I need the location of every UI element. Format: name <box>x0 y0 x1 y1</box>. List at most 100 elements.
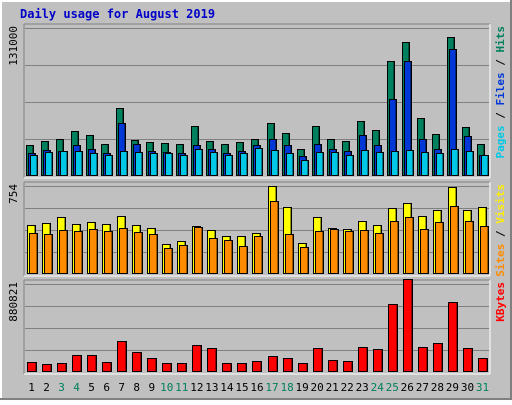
kbytes-panel-bar-kbytes-6-fill <box>102 362 112 372</box>
hits-panel-bar-files-25-fill <box>389 99 397 176</box>
x-tick-label-22: 22 <box>341 381 354 394</box>
kbytes-panel-bar-kbytes-8-shadow <box>140 353 141 371</box>
kbytes-panel-bar-kbytes-30-fill <box>463 348 473 372</box>
visits-panel-bar-sites-21-outline <box>330 229 339 274</box>
visits-panel-bar-sites-31-fill <box>480 226 489 274</box>
visits-panel-bar-sites-29-shadow <box>457 207 458 273</box>
visits-panel-max-label: 754 <box>7 184 20 204</box>
visits-panel-bar-sites-23-shadow <box>367 231 368 273</box>
x-axis-labels: 1 2 3 4 5 6 7 8 9 10 11 12 13 14 15 16 17 18 19 20 21 22 23 24 2… <box>28 381 489 394</box>
visits-panel-bar-sites-23 <box>360 230 369 274</box>
kbytes-panel-bar-kbytes-26 <box>403 279 413 372</box>
kbytes-panel-bar-kbytes-1 <box>27 362 37 372</box>
hits-panel-bar-pages-30-outline <box>466 151 474 176</box>
hits-panel-bar-pages-6-shadow <box>111 156 112 175</box>
visits-panel-bar-sites-2-shadow <box>51 235 52 273</box>
kbytes-panel-bar-kbytes-14-fill <box>222 363 232 372</box>
hits-panel-bar-pages-28-fill <box>436 153 444 176</box>
kbytes-panel-bar-kbytes-20 <box>313 348 323 372</box>
visits-panel-bar-sites-24-shadow <box>382 234 383 273</box>
kbytes-panel-bar-kbytes-7-outline <box>117 341 127 372</box>
hits-panel-bar-pages-1-fill <box>30 155 38 176</box>
kbytes-panel-bar-kbytes-29 <box>448 302 458 372</box>
visits-panel-bar-sites-18 <box>285 234 294 274</box>
hits-panel-bar-pages-29 <box>451 149 459 176</box>
visits-panel-bar-sites-6-outline <box>104 231 113 274</box>
visits-panel-bar-sites-14-shadow <box>231 241 232 273</box>
hits-panel-bar-pages-5-outline <box>90 153 98 176</box>
kbytes-panel-bar-kbytes-27-fill <box>418 347 428 372</box>
hits-panel-bar-files-25-shadow <box>395 100 396 175</box>
hits-panel-bar-pages-12-outline <box>195 149 203 176</box>
visits-panel-bar-sites-6 <box>104 231 113 274</box>
visits-panel-bar-sites-12-outline <box>194 227 203 274</box>
hits-panel-bar-pages-25 <box>391 151 399 176</box>
hits-panel-bar-pages-23-fill <box>361 150 369 176</box>
kbytes-panel-bar-kbytes-20-fill <box>313 348 323 372</box>
visits-panel-bar-sites-27-outline <box>420 229 429 274</box>
visits-panel-bar-sites-13 <box>209 238 218 274</box>
kbytes-panel-bar-kbytes-16-fill <box>252 361 262 372</box>
visits-panel-bar-sites-24-fill <box>375 233 384 274</box>
x-tick-label-7: 7 <box>118 381 125 394</box>
visits-panel-bar-sites-28-outline <box>435 222 444 274</box>
visits-panel-bar-sites-4-outline <box>74 231 83 274</box>
hits-panel-bar-pages-17-fill <box>271 150 279 176</box>
hits-panel-bar-pages-3 <box>60 151 68 176</box>
x-tick-label-18: 18 <box>280 381 293 394</box>
visits-panel-bar-sites-22 <box>345 231 354 274</box>
kbytes-panel-legend-item-0: KBytes <box>494 282 507 322</box>
hits-panel-bar-pages-5 <box>90 153 98 176</box>
visits-panel-bar-sites-19-outline <box>300 247 309 274</box>
visits-panel-bar-sites-19-fill <box>300 247 309 274</box>
kbytes-panel-bar-kbytes-16-shadow <box>260 362 261 371</box>
hits-panel-bar-pages-3-shadow <box>66 152 67 175</box>
kbytes-panel-bar-kbytes-31-fill <box>478 358 488 372</box>
x-tick-label-16: 16 <box>250 381 263 394</box>
kbytes-panel-bar-kbytes-13 <box>207 348 217 372</box>
kbytes-panel-bar-kbytes-10-fill <box>162 363 172 372</box>
kbytes-panel-bar-kbytes-9-shadow <box>155 359 156 371</box>
hits-panel-bar-files-26-fill <box>404 61 412 176</box>
kbytes-panel-bar-kbytes-26-outline <box>403 279 413 372</box>
kbytes-panel-bar-kbytes-22-shadow <box>351 362 352 371</box>
kbytes-panel-bar-kbytes-20-shadow <box>321 349 322 371</box>
kbytes-panel-bar-kbytes-4 <box>72 355 82 372</box>
visits-panel-bar-sites-26-outline <box>405 217 414 274</box>
hits-panel-bar-pages-12 <box>195 149 203 176</box>
hits-panel-bar-pages-10-outline <box>165 153 173 176</box>
visits-panel-bar-sites-3-fill <box>59 230 68 274</box>
visits-panel-bar-sites-20-outline <box>315 231 324 274</box>
x-tick-label-3: 3 <box>58 381 65 394</box>
kbytes-panel-bar-kbytes-2-fill <box>42 364 52 372</box>
hits-panel-bar-pages-17-outline <box>271 150 279 176</box>
x-tick-label-23: 23 <box>356 381 369 394</box>
visits-panel-bar-sites-11-outline <box>179 245 188 274</box>
kbytes-panel-bar-kbytes-25-shadow <box>396 305 397 371</box>
kbytes-panel-bar-kbytes-3-outline <box>57 363 67 372</box>
hits-panel-bar-pages-21-fill <box>331 152 339 176</box>
x-tick-label-21: 21 <box>326 381 339 394</box>
hits-panel-bar-pages-20-shadow <box>322 153 323 175</box>
kbytes-panel-bar-kbytes-19-outline <box>298 363 308 372</box>
visits-panel-bar-sites-2 <box>44 234 53 274</box>
visits-panel-bar-sites-5-fill <box>89 229 98 274</box>
visits-panel-bar-sites-16-outline <box>254 236 263 274</box>
kbytes-panel-bar-kbytes-9 <box>147 358 157 372</box>
hits-panel-bar-pages-28 <box>436 153 444 176</box>
hits-panel-bar-pages-8-outline <box>135 152 143 176</box>
visits-panel-bar-sites-4-fill <box>74 231 83 274</box>
visits-panel-bar-sites-15-shadow <box>246 247 247 273</box>
hits-panel-bar-pages-4 <box>75 151 83 176</box>
kbytes-panel-bar-kbytes-7-fill <box>117 341 127 372</box>
visits-panel-bar-sites-25-shadow <box>397 222 398 273</box>
visits-panel-bar-sites-22-fill <box>345 231 354 274</box>
visits-panel-bar-sites-22-shadow <box>352 232 353 273</box>
visits-panel-bar-sites-7 <box>119 228 128 274</box>
visits-panel-bar-sites-18-shadow <box>292 235 293 273</box>
kbytes-panel-bar-kbytes-29-shadow <box>456 303 457 371</box>
hits-panel-bar-pages-8-shadow <box>141 153 142 175</box>
kbytes-panel-bar-kbytes-14 <box>222 363 232 372</box>
visits-panel-bar-sites-29-outline <box>450 206 459 274</box>
